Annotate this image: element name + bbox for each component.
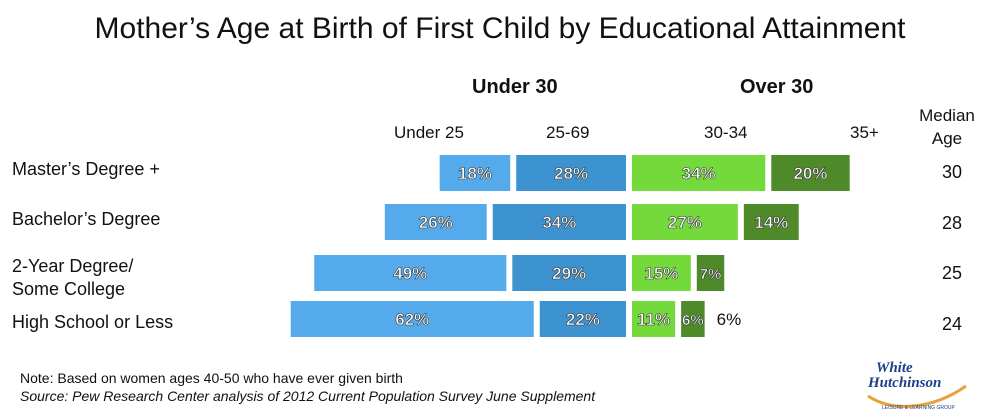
logo-line3: LEISURE & LEARNING GROUP xyxy=(882,405,955,411)
data-label-bachelors-30-34: 27% xyxy=(668,213,702,232)
median-age-header-line2: Age xyxy=(931,129,963,148)
bar-masters-under-25 xyxy=(439,155,511,191)
data-label-two-year-under-25: 49% xyxy=(393,264,427,283)
data-label-two-year-25-69: 29% xyxy=(552,264,586,283)
bar-two-year-under-25 xyxy=(314,255,507,291)
data-label-bachelors-25-69: 34% xyxy=(542,213,576,232)
bar-masters-30-34 xyxy=(632,155,766,191)
data-label-masters-under-25: 18% xyxy=(458,164,492,183)
outside-label-high-school-35-plus: 6% xyxy=(717,310,742,329)
data-label-bachelors-under-25: 26% xyxy=(419,213,453,232)
chart-title: Mother’s Age at Birth of First Child by … xyxy=(94,12,906,45)
bar-bachelors-30-34 xyxy=(632,204,738,240)
data-label-high-school-25-69: 22% xyxy=(566,310,600,329)
column-header-35-plus: 35+ xyxy=(850,123,879,142)
bar-high-school-35-plus xyxy=(681,301,705,337)
bar-high-school-25-69 xyxy=(539,301,626,337)
footnote: Note: Based on women ages 40-50 who have… xyxy=(20,370,403,386)
bar-two-year-35-plus xyxy=(696,255,725,291)
column-header-25-69: 25-69 xyxy=(546,123,590,142)
bar-bachelors-35-plus xyxy=(743,204,799,240)
row-label-masters: Master’s Degree + xyxy=(12,159,160,179)
data-label-high-school-30-34: 11% xyxy=(637,310,670,329)
bar-high-school-under-25 xyxy=(290,301,534,337)
bar-two-year-30-34 xyxy=(632,255,691,291)
bar-bachelors-25-69 xyxy=(492,204,626,240)
median-age-two-year: 25 xyxy=(941,263,963,283)
median-age-header-line1: Median xyxy=(919,106,975,125)
data-label-two-year-30-34: 15% xyxy=(644,264,678,283)
bar-masters-25-69 xyxy=(516,155,626,191)
row-label-high-school: High School or Less xyxy=(12,312,174,332)
logo-line1: White xyxy=(876,360,913,376)
bar-bachelors-under-25 xyxy=(384,204,487,240)
row-label-two-year-line2: Some College xyxy=(12,279,126,299)
data-label-bachelors-35-plus: 14% xyxy=(754,213,788,232)
bar-masters-35-plus xyxy=(771,155,850,191)
column-header-30-34: 30-34 xyxy=(704,123,748,142)
bar-two-year-25-69 xyxy=(512,255,626,291)
row-label-two-year: 2-Year Degree/ Some College xyxy=(12,255,133,301)
logo-line2: Hutchinson xyxy=(867,375,941,391)
data-label-high-school-35-plus: 6% xyxy=(682,312,704,329)
data-label-two-year-35-plus: 7% xyxy=(700,266,722,283)
median-age-high-school: 24 xyxy=(941,314,963,334)
group-header-over-30: Over 30 xyxy=(740,76,814,98)
data-label-masters-30-34: 34% xyxy=(682,164,716,183)
source-note: Source: Pew Research Center analysis of … xyxy=(20,388,596,404)
median-age-bachelors: 28 xyxy=(941,213,963,233)
median-age-masters: 30 xyxy=(941,162,963,182)
data-label-masters-25-69: 28% xyxy=(554,164,588,183)
median-age-header: Median Age xyxy=(912,104,982,150)
group-header-under-30: Under 30 xyxy=(472,76,558,98)
row-label-bachelors: Bachelor’s Degree xyxy=(12,209,161,229)
column-header-under-25: Under 25 xyxy=(394,123,464,142)
row-label-two-year-line1: 2-Year Degree/ xyxy=(12,256,134,276)
data-label-masters-35-plus: 20% xyxy=(793,164,827,183)
white-hutchinson-logo: White Hutchinson LEISURE & LEARNING GROU… xyxy=(867,360,967,411)
data-label-high-school-under-25: 62% xyxy=(395,310,429,329)
bar-high-school-30-34 xyxy=(632,301,676,337)
